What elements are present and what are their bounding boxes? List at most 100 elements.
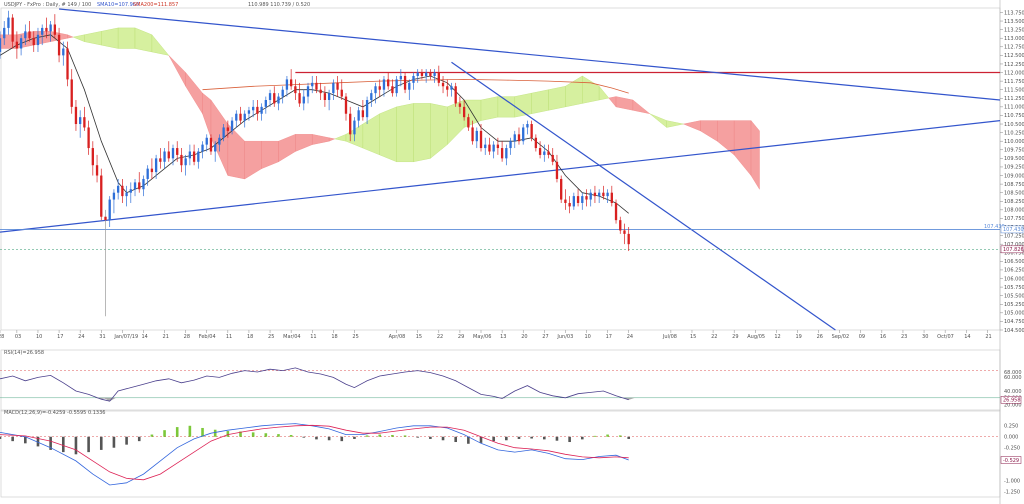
time-tick-label: Mar/04 — [283, 334, 300, 340]
macd-histogram-bar — [175, 427, 179, 437]
candle-body — [285, 79, 289, 90]
price-tick-label: 111.500 — [1004, 88, 1024, 94]
macd-histogram-bar — [112, 436, 116, 448]
macd-histogram-bar — [24, 436, 27, 444]
macd-histogram-bar — [150, 434, 154, 437]
price-tick-label: 108.750 — [1004, 182, 1024, 188]
price-tick-label: 104.500 — [1004, 328, 1024, 334]
macd-tick-label: -1.250 — [1004, 489, 1020, 495]
macd-histogram-bar — [0, 436, 2, 439]
price-tick-label: 108.500 — [1004, 190, 1024, 196]
candle-body — [581, 196, 584, 203]
candle-body — [509, 141, 512, 149]
candle-body — [585, 196, 588, 200]
time-tick-label: Apr/08 — [389, 334, 406, 340]
macd-histogram-bar — [530, 436, 533, 439]
macd-histogram-bar — [201, 427, 204, 437]
time-tick-label: 11 — [226, 334, 232, 340]
candle-body — [505, 148, 508, 159]
macd-line — [0, 423, 629, 486]
candlesticks — [0, 10, 630, 317]
macd-histogram-bar — [11, 436, 14, 442]
candle-body — [121, 185, 124, 197]
candle-body — [0, 38, 2, 52]
current-price-box — [1000, 245, 1024, 254]
candle-body — [500, 148, 504, 159]
candle-body — [205, 137, 208, 145]
candle-body — [526, 124, 529, 128]
candle-body — [311, 82, 314, 87]
candle-body — [602, 192, 605, 197]
cloud-bullish-segment — [117, 27, 136, 49]
macd-histogram-bar — [74, 436, 78, 455]
candle-body — [315, 82, 318, 90]
candle-body — [108, 199, 111, 221]
candle-body — [256, 106, 259, 114]
candle-body — [572, 196, 575, 207]
macd-histogram-bar — [277, 434, 280, 437]
candle-body — [437, 72, 440, 83]
candle-body — [15, 41, 19, 49]
candle-body — [471, 127, 474, 142]
time-tick-label: 14 — [964, 334, 970, 340]
candle-body — [273, 93, 276, 104]
candle-body — [492, 144, 495, 152]
candle-body — [623, 230, 626, 234]
price-tick-label: 112.000 — [1004, 70, 1024, 76]
candle-body — [467, 117, 470, 128]
price-tick-label: 113.500 — [1004, 19, 1024, 25]
time-tick-label: 24 — [78, 334, 84, 340]
time-tick-label: 26 — [817, 334, 823, 340]
candle-body — [399, 75, 403, 80]
time-tick-label: 21 — [985, 334, 991, 340]
time-tick-label: 14 — [141, 334, 147, 340]
time-tick-label: Oct/07 — [937, 334, 954, 340]
candle-body — [49, 24, 52, 32]
cloud-bullish-segment — [151, 34, 170, 56]
time-tick-label: 19 — [795, 334, 801, 340]
candle-body — [218, 137, 221, 145]
candle-body — [24, 31, 27, 39]
macd-histogram-bar — [606, 434, 609, 437]
candle-body — [412, 75, 415, 83]
time-tick-label: 15 — [690, 334, 696, 340]
candle-body — [370, 93, 373, 100]
candle-body — [294, 86, 297, 94]
candle-body — [129, 189, 132, 193]
cloud-bullish-segment — [101, 27, 119, 49]
rsi-tick-label: 20.000 — [1004, 402, 1022, 408]
candle-body — [555, 161, 559, 179]
candle-body — [496, 144, 500, 149]
cloud-bearish-segment — [67, 34, 74, 39]
candle-body — [116, 185, 120, 193]
cloud-bearish-segment — [328, 137, 336, 142]
time-tick-label: 22 — [437, 334, 443, 340]
candle-body — [281, 89, 284, 97]
candle-body — [538, 148, 542, 155]
candle-body — [395, 79, 398, 94]
time-tick-label: 18 — [247, 334, 253, 340]
rsi-current-label: 26.958 — [1003, 398, 1021, 404]
macd-histogram-bar — [264, 433, 268, 437]
cloud-bullish-segment — [413, 103, 431, 163]
cloud-bullish-segment — [666, 120, 684, 128]
candle-body — [327, 93, 331, 100]
candle-body — [593, 192, 597, 197]
candle-body — [138, 182, 141, 190]
candle-body — [530, 124, 533, 138]
cloud-bullish-segment — [598, 85, 610, 101]
trendline-rising-support — [0, 120, 1001, 233]
trendlines — [0, 8, 1001, 331]
candle-body — [252, 106, 255, 111]
price-axis: 113.750 113.500 113.250 113.000 112.750 112.5… — [984, 10, 1024, 334]
time-tick-label: 21 — [163, 334, 169, 340]
time-tick-label: Jun/03 — [556, 334, 573, 340]
price-tick-label: 105.250 — [1004, 302, 1024, 308]
price-tick-label: 111.000 — [1004, 105, 1024, 111]
candle-body — [66, 48, 69, 80]
candle-body — [41, 27, 44, 35]
current-price-label: 107.826 — [1003, 247, 1024, 253]
time-tick-label: 22 — [711, 334, 717, 340]
